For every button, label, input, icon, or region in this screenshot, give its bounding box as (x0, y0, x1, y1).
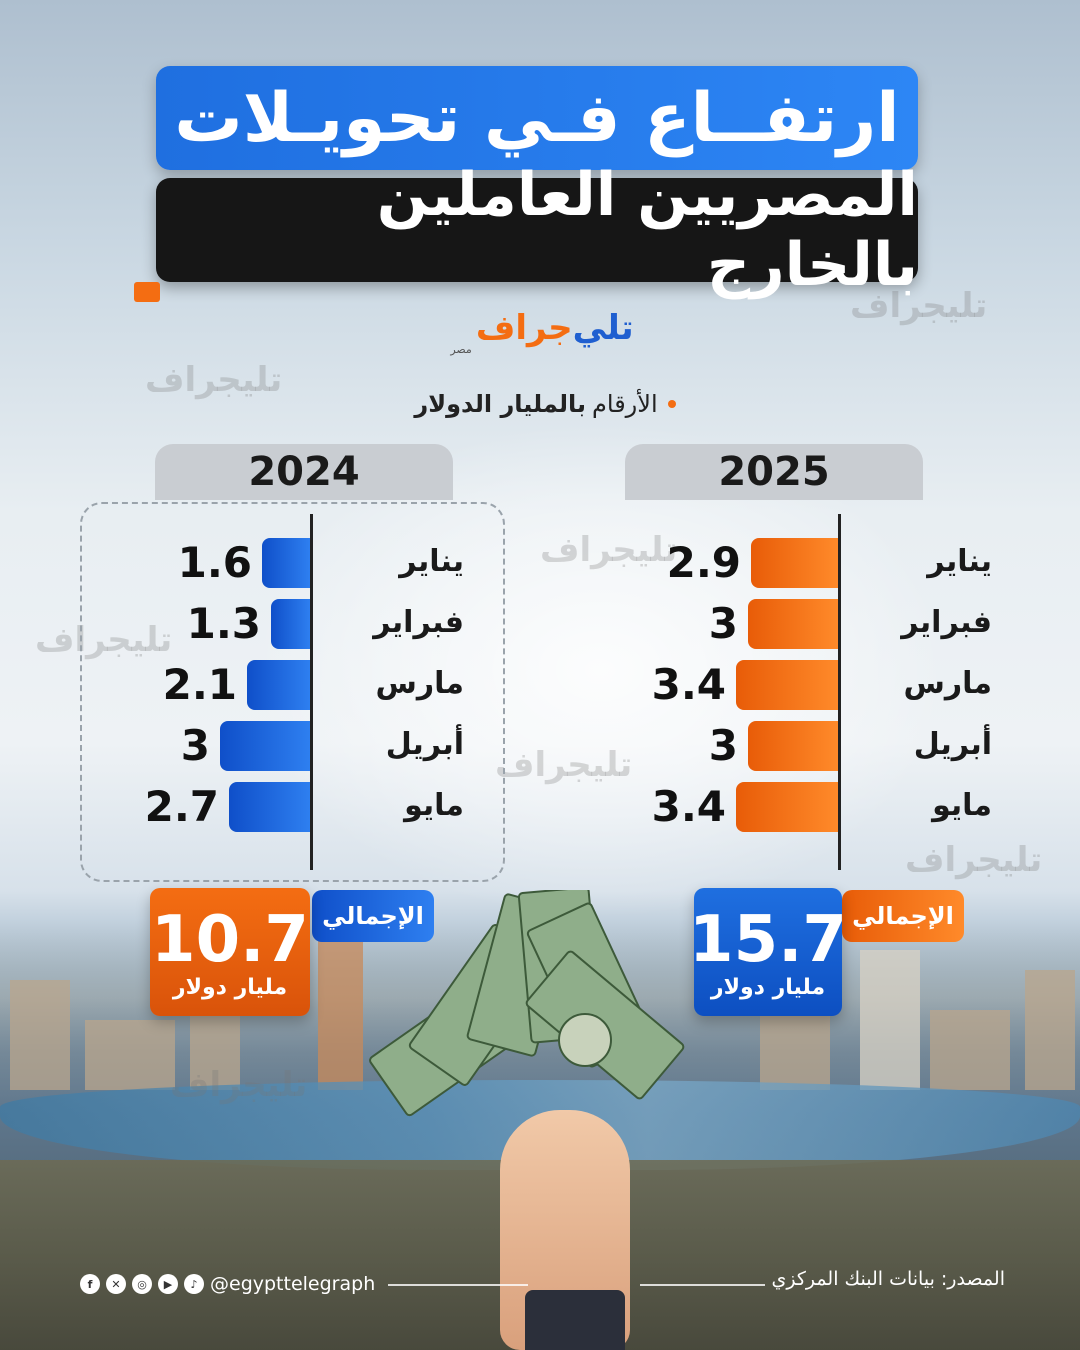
title-line-2-box: المصريين العاملين بالخارج (156, 160, 918, 300)
instagram-icon[interactable]: ◎ (132, 1274, 152, 1294)
total-unit-2025: مليار دولار (710, 974, 826, 1000)
bar-2024 (229, 782, 310, 832)
bar-2025 (748, 721, 838, 771)
total-box-2024: 10.7 مليار دولار (150, 888, 310, 1016)
bar-2025 (736, 782, 838, 832)
watermark: تليجراف (540, 530, 678, 570)
month-label-2025: مايو (932, 788, 992, 823)
watermark: تليجراف (905, 840, 1043, 880)
title-line-1-box: ارتفــاع فـي تحويـلات (156, 66, 918, 170)
sleeve-image (525, 1290, 625, 1350)
bar-2024 (220, 721, 310, 771)
source-note: المصدر: بيانات البنك المركزي (771, 1268, 1005, 1290)
value-label-2025: 2.9 (666, 538, 741, 587)
month-label-2024: فبراير (373, 605, 464, 640)
dollar-bills-image (369, 890, 685, 1117)
value-label-2025: 3 (708, 721, 738, 770)
watermark: تليجراف (35, 620, 173, 660)
year-tab-2024: 2024 (155, 444, 453, 500)
x-icon[interactable]: ✕ (106, 1274, 126, 1294)
logo-part-1: تلي (572, 308, 634, 348)
bar-2025 (748, 599, 838, 649)
value-label-2024: 2.1 (162, 660, 237, 709)
city-buildings (0, 930, 1080, 1090)
tiktok-icon[interactable]: ♪ (184, 1274, 204, 1294)
month-label-2024: مارس (375, 666, 464, 701)
accent-square (134, 282, 160, 302)
social-links: f ✕ ◎ ▶ ♪ @egypttelegraph (80, 1270, 375, 1298)
month-label-2025: مارس (903, 666, 992, 701)
month-label-2025: فبراير (901, 605, 992, 640)
footer-divider (640, 1284, 765, 1286)
note-prefix: الأرقام (592, 390, 658, 418)
value-label-2025: 3.4 (651, 782, 726, 831)
total-value-2025: 15.7 (689, 902, 847, 977)
note-bold: بالمليار الدولار (414, 390, 587, 418)
watermark: تليجراف (495, 745, 633, 785)
title-line-1: ارتفــاع فـي تحويـلات (174, 78, 900, 158)
value-label-2024: 2.7 (144, 782, 219, 831)
total-label-2025: الإجمالي (842, 890, 964, 942)
watermark: تليجراف (850, 286, 988, 326)
total-value-2024: 10.7 (151, 902, 309, 977)
year-tab-2025: 2025 (625, 444, 923, 500)
bar-2025 (736, 660, 838, 710)
month-label-2025: يناير (927, 544, 992, 579)
axis-2024 (310, 514, 313, 870)
total-label-2024: الإجمالي (312, 890, 434, 942)
title-line-2: المصريين العاملين بالخارج (376, 160, 918, 300)
bar-2024 (247, 660, 310, 710)
watermark: تليجراف (170, 1065, 308, 1105)
social-handle[interactable]: @egypttelegraph (210, 1273, 376, 1295)
youtube-icon[interactable]: ▶ (158, 1274, 178, 1294)
axis-2025 (838, 514, 841, 870)
units-note: الأرقام بالمليار الدولار (380, 384, 710, 424)
total-box-2025: 15.7 مليار دولار (689, 888, 847, 1016)
month-label-2024: يناير (399, 544, 464, 579)
watermark: تليجراف (145, 360, 283, 400)
month-label-2024: أبريل (385, 727, 464, 762)
value-label-2024: 1.6 (177, 538, 252, 587)
logo-sub: مصر (450, 343, 472, 356)
bar-2024 (271, 599, 310, 649)
chart-2024-frame (80, 502, 505, 882)
month-label-2025: أبريل (913, 727, 992, 762)
facebook-icon[interactable]: f (80, 1274, 100, 1294)
month-label-2024: مايو (404, 788, 464, 823)
bar-2024 (262, 538, 310, 588)
bullet-dot (667, 400, 676, 408)
logo-part-2: جراف (475, 308, 573, 348)
total-unit-2024: مليار دولار (172, 974, 288, 1000)
value-label-2025: 3.4 (651, 660, 726, 709)
brand-logo: تلي جراف مصر (450, 300, 633, 356)
value-label-2024: 1.3 (186, 599, 261, 648)
value-label-2024: 3 (180, 721, 210, 770)
footer-divider (388, 1284, 528, 1286)
bar-2025 (751, 538, 838, 588)
value-label-2025: 3 (708, 599, 738, 648)
